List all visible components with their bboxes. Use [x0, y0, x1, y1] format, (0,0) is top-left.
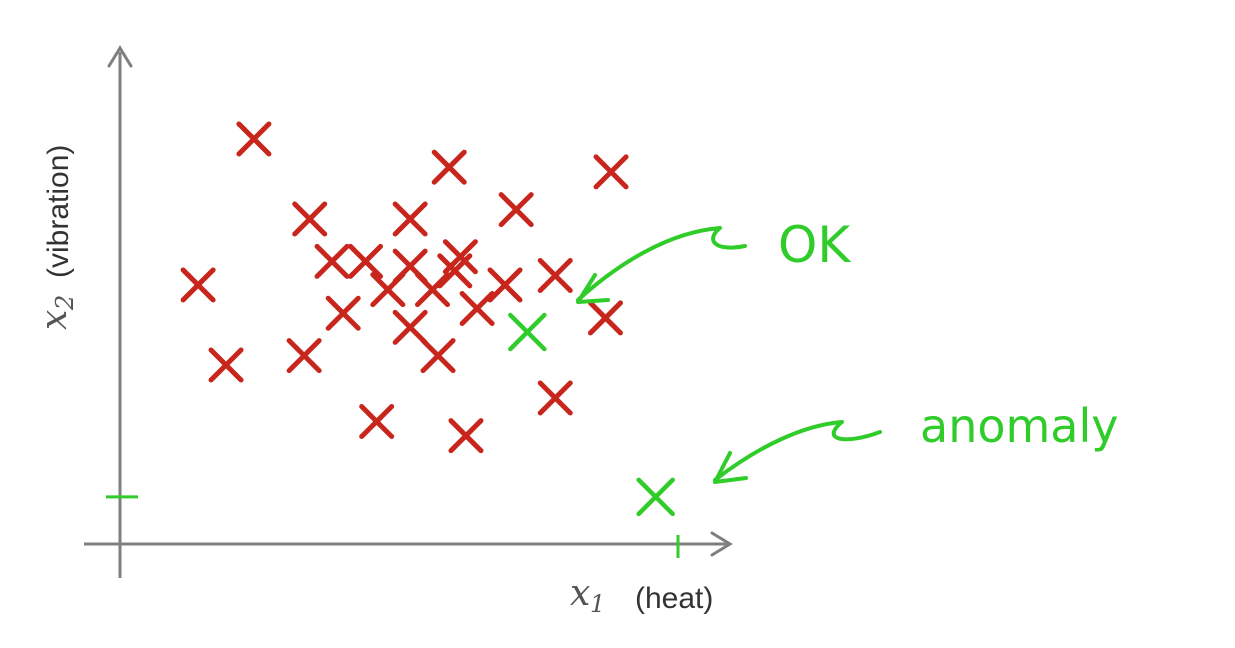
normal-point-21 [208, 347, 244, 383]
x-axis-label-subscript: 1 [590, 590, 605, 618]
axes [84, 45, 733, 578]
normal-point-20 [286, 338, 322, 374]
normal-point-25 [448, 418, 484, 454]
normal-point-1 [431, 149, 467, 185]
y-axis-arrow [107, 45, 133, 68]
normal-point-3 [292, 201, 328, 237]
x-axis-label-unit: (heat) [635, 582, 713, 615]
annotation-ok: OK [576, 216, 851, 304]
normal-point-11 [537, 258, 573, 294]
annotation-ok-arrow [576, 226, 747, 302]
normal-point-13 [370, 272, 406, 308]
normal-point-5 [392, 201, 428, 237]
normal-point-24 [359, 404, 395, 440]
normal-point-23 [537, 380, 573, 416]
normal-point-16 [325, 295, 361, 331]
normal-point-12 [180, 267, 216, 303]
annotation-anomaly: anomaly [713, 399, 1119, 484]
x-axis-label: x 1 (heat) [570, 573, 713, 618]
annotation-anomaly-arrowhead [713, 451, 748, 484]
x-axis-label-variable: x [570, 573, 590, 614]
y-axis-label-subscript: 2 [51, 295, 79, 311]
normal-point-8 [348, 243, 384, 279]
x-axis-arrow [710, 531, 733, 557]
annotation-anomaly-text: anomaly [920, 399, 1119, 453]
test-point-1 [636, 477, 675, 517]
y-axis-label-unit: (vibration) [42, 145, 75, 278]
annotation-anomaly-arrow [713, 420, 882, 482]
normal-point-2 [593, 154, 629, 190]
annotation-ok-text: OK [778, 216, 851, 274]
normal-point-17 [459, 291, 495, 326]
normal-point-4 [498, 192, 534, 228]
axis-ticks [106, 495, 680, 558]
normal-point-19 [392, 309, 428, 345]
y-axis-label-variable: x [34, 310, 75, 330]
normal-point-22 [420, 338, 456, 374]
normal-point-14 [414, 272, 450, 308]
normal-point-15 [487, 267, 523, 303]
data-points [180, 121, 675, 517]
normal-point-18 [587, 300, 623, 336]
test-point-0 [508, 312, 547, 352]
normal-point-7 [314, 243, 350, 279]
y-axis-label: x 2 (vibration) [34, 145, 79, 330]
normal-point-0 [236, 121, 272, 157]
annotation-ok-arrowhead [576, 273, 610, 304]
